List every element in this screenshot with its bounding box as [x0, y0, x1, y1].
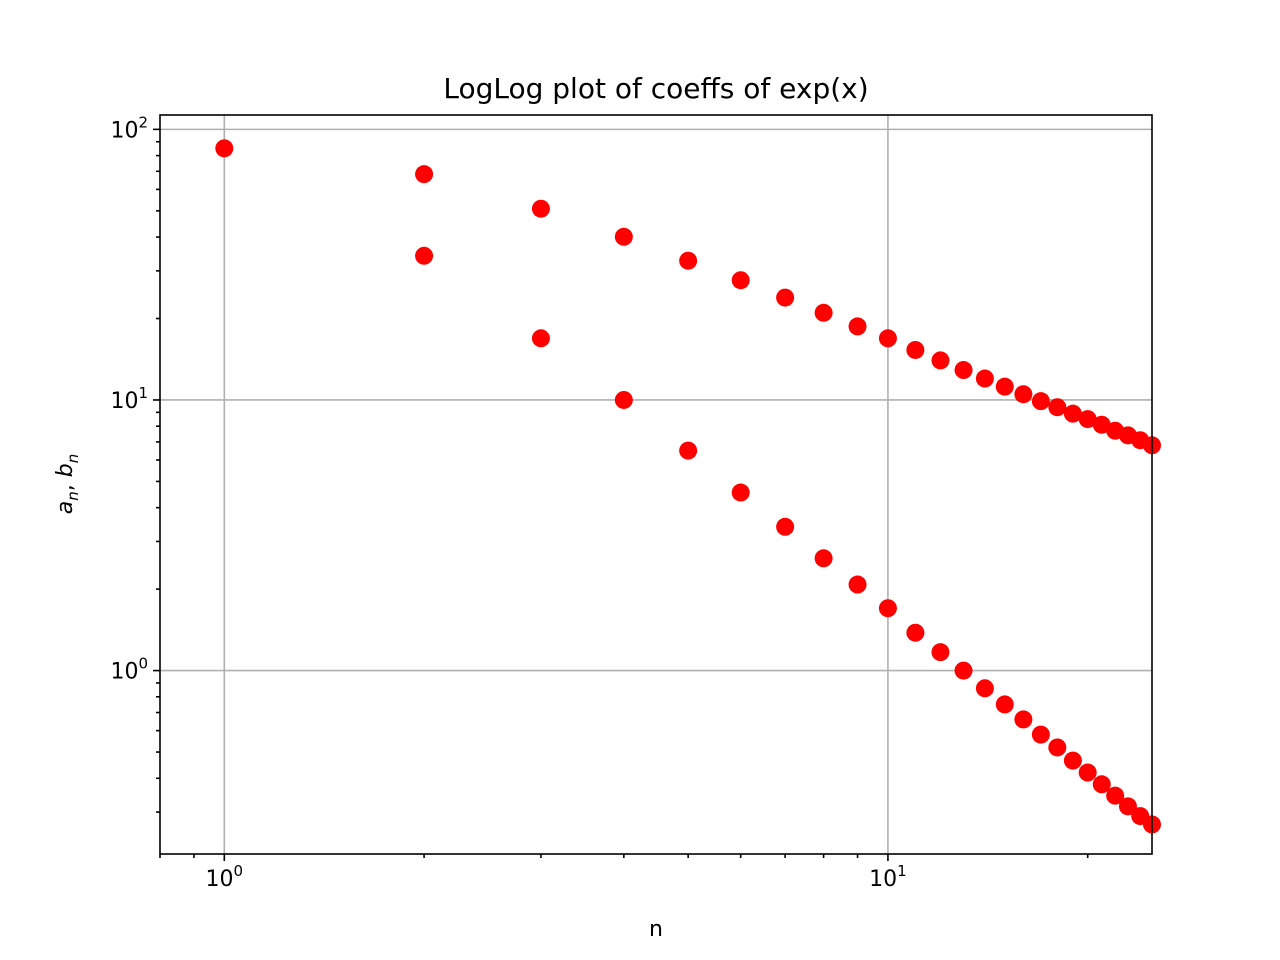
y-label-a: a: [53, 501, 78, 514]
data-point: [614, 227, 633, 246]
y-label-a-sub: n: [64, 491, 82, 501]
data-point: [1118, 797, 1137, 816]
axis-ticks: 100 101 100 101 102: [110, 113, 1089, 892]
data-point: [1031, 725, 1050, 744]
data-point: [954, 361, 973, 380]
data-point: [679, 251, 698, 270]
data-point: [1048, 398, 1067, 417]
data-point: [1078, 410, 1097, 429]
data-point: [776, 288, 795, 307]
data-point: [1031, 392, 1050, 411]
grid-lines: [160, 115, 1152, 854]
data-point: [931, 643, 950, 662]
data-point: [531, 329, 550, 348]
data-point: [954, 661, 973, 680]
data-point: [614, 390, 633, 409]
data-point: [906, 623, 925, 642]
data-point: [776, 517, 795, 536]
data-point: [1078, 763, 1097, 782]
data-point: [931, 351, 950, 370]
chart-title: LogLog plot of coeffs of exp(x): [443, 72, 868, 105]
data-point: [215, 139, 234, 158]
data-point: [531, 199, 550, 218]
data-point: [1063, 404, 1082, 423]
x-axis-label: n: [649, 917, 663, 942]
data-point: [731, 271, 750, 290]
data-point: [415, 165, 434, 184]
data-point: [848, 317, 867, 336]
data-point: [878, 329, 897, 348]
data-point: [975, 369, 994, 388]
y-axis-label: an, bn: [53, 454, 82, 514]
data-point: [1063, 751, 1082, 770]
y-label-b-sub: n: [64, 454, 82, 464]
data-point: [878, 599, 897, 618]
data-point: [814, 303, 833, 322]
x-tick-label: 100: [206, 862, 244, 892]
data-points: [215, 139, 1161, 834]
data-point: [975, 679, 994, 698]
data-point: [995, 377, 1014, 396]
data-point: [731, 483, 750, 502]
data-point: [814, 549, 833, 568]
data-point: [906, 340, 925, 359]
data-point: [1048, 738, 1067, 757]
x-tick-label: 101: [869, 862, 907, 892]
y-label-sep: ,: [53, 477, 78, 491]
data-point: [995, 695, 1014, 714]
plot-frame: [159, 114, 1153, 855]
y-tick-label: 102: [110, 113, 148, 143]
data-point: [1106, 786, 1125, 805]
y-tick-label: 100: [110, 655, 148, 685]
data-point: [848, 575, 867, 594]
data-point: [1092, 775, 1111, 794]
data-point: [1092, 415, 1111, 434]
y-tick-label: 101: [110, 384, 148, 414]
data-point: [1014, 710, 1033, 729]
data-point: [415, 246, 434, 265]
data-point: [679, 441, 698, 460]
y-label-b: b: [53, 463, 78, 477]
data-point: [1014, 385, 1033, 404]
